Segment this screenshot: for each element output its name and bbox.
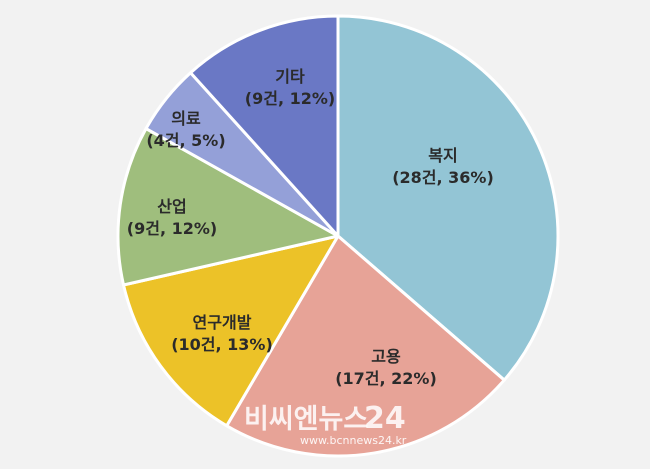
slice-label-name: 고용 — [371, 347, 401, 366]
slice-label-name: 기타 — [275, 67, 305, 86]
pie-slice-4 — [116, 127, 340, 287]
pie-slice-3 — [122, 234, 340, 428]
watermark-brand: 비씨엔뉴스 — [244, 404, 368, 435]
pie-slice-2 — [225, 234, 506, 458]
pie-slice-6 — [189, 14, 340, 238]
slice-label-value: (9건, 12%) — [127, 219, 217, 238]
slice-label-name: 연구개발 — [193, 313, 252, 332]
watermark-number: 24 — [364, 401, 406, 436]
slice-label-value: (4건, 5%) — [146, 131, 225, 150]
slice-label-value: (10건, 13%) — [171, 335, 273, 354]
slice-label-name: 산업 — [157, 197, 186, 216]
watermark-url: www.bcnnews24.kr — [300, 434, 407, 447]
pie-slice-1 — [336, 14, 560, 382]
slice-label-value: (9건, 12%) — [245, 89, 335, 108]
slice-label-value: (28건, 36%) — [392, 168, 494, 187]
slice-label-value: (17건, 22%) — [335, 369, 437, 388]
pie-labels: 복지 (28건, 36%) 고용 (17건, 22%) 연구개발 (10건, 13%) 산업… — [127, 67, 494, 388]
pie-slices — [116, 14, 560, 458]
slice-label-name: 복지 — [428, 146, 457, 165]
slice-label-name: 의료 — [171, 109, 201, 128]
watermark: 비씨엔뉴스 24 www.bcnnews24.kr — [244, 401, 407, 447]
